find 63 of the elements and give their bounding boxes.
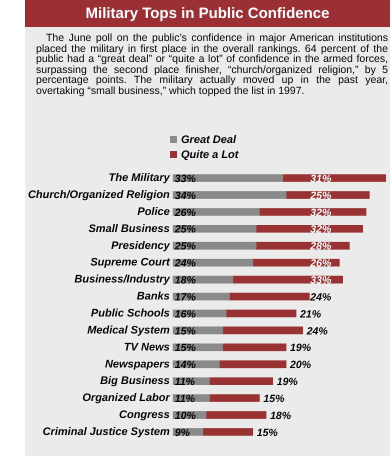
- data-label: 32%: [310, 206, 332, 219]
- data-label: 15%: [256, 426, 278, 439]
- y-tick-label: Presidency: [111, 240, 171, 252]
- y-tick-label: Church/Organized Religion: [28, 189, 170, 202]
- bar: [209, 394, 260, 402]
- data-label: 26%: [309, 258, 332, 270]
- data-label: 21%: [299, 308, 322, 320]
- data-label: 11%: [174, 376, 196, 388]
- y-tick-label: Supreme Court: [90, 256, 172, 269]
- data-label: 15%: [174, 342, 196, 354]
- data-label: 25%: [309, 190, 332, 202]
- data-label: 17%: [174, 291, 196, 304]
- data-label: 19%: [276, 376, 298, 388]
- bar: [172, 191, 286, 199]
- chart-subtitle: The June poll on the public’s confidence in major American institutions placed the military in first place in the overall rankings. 64 percent of the public had a “great deal” or “quite a lot” of confidence in the armed forces, surpassing the second place finisher, “church/organized religion,” by 5 percentage points. The military actually moved up in the past year, overtaking “small business,” which topped the list in 1997.: [36, 32, 388, 96]
- y-tick-label: Small Business: [88, 222, 170, 235]
- data-label: 14%: [174, 359, 196, 372]
- bar: [206, 411, 266, 419]
- legend-label: Quite a Lot: [181, 149, 238, 161]
- bar: [229, 292, 310, 300]
- y-tick-label: Organized Labor: [82, 392, 170, 404]
- bar: [209, 377, 274, 385]
- y-tick-label: Police: [137, 206, 170, 218]
- bar: [226, 310, 296, 318]
- data-label: 33%: [310, 274, 332, 287]
- data-label: 18%: [270, 410, 292, 422]
- y-tick-label: Banks: [136, 290, 170, 303]
- y-tick-label: Big Business: [100, 375, 170, 388]
- y-tick-label: Public Schools: [90, 307, 170, 320]
- data-label: 24%: [306, 325, 328, 338]
- data-label: 16%: [174, 308, 196, 320]
- y-tick-label: Business/Industry: [74, 274, 171, 286]
- data-label: 33%: [174, 172, 196, 185]
- data-label: 15%: [263, 392, 286, 405]
- data-label: 25%: [174, 240, 196, 253]
- y-tick-label: Medical System: [87, 324, 170, 336]
- bar: [219, 360, 286, 368]
- data-label: 15%: [174, 325, 196, 338]
- data-label: 31%: [310, 172, 332, 185]
- y-tick-label: Newspapers: [104, 358, 170, 370]
- bar: [222, 326, 304, 334]
- bar: [172, 174, 284, 182]
- data-label: 20%: [289, 359, 312, 372]
- data-label: 28%: [309, 240, 332, 253]
- data-label: 24%: [174, 258, 196, 270]
- bar: [282, 174, 386, 182]
- data-label: 26%: [174, 206, 196, 219]
- data-label: 25%: [174, 224, 196, 236]
- data-label: 19%: [290, 342, 312, 354]
- y-tick-label: The Military: [108, 172, 171, 184]
- data-label: 10%: [174, 410, 196, 422]
- y-tick-label: Congress: [119, 409, 170, 422]
- data-label: 24%: [309, 291, 332, 304]
- data-label: 34%: [174, 190, 196, 202]
- bar: [202, 428, 254, 436]
- data-label: 11%: [174, 392, 196, 405]
- y-tick-label: Criminal Justice System: [42, 426, 170, 438]
- bar: [222, 343, 286, 352]
- data-label: 18%: [174, 274, 196, 287]
- data-label: 9%: [174, 426, 191, 439]
- y-tick-label: TV News: [124, 341, 170, 354]
- legend-label: Great Deal: [181, 134, 236, 146]
- chart-title: Military Tops in Public Confidence: [25, 0, 390, 27]
